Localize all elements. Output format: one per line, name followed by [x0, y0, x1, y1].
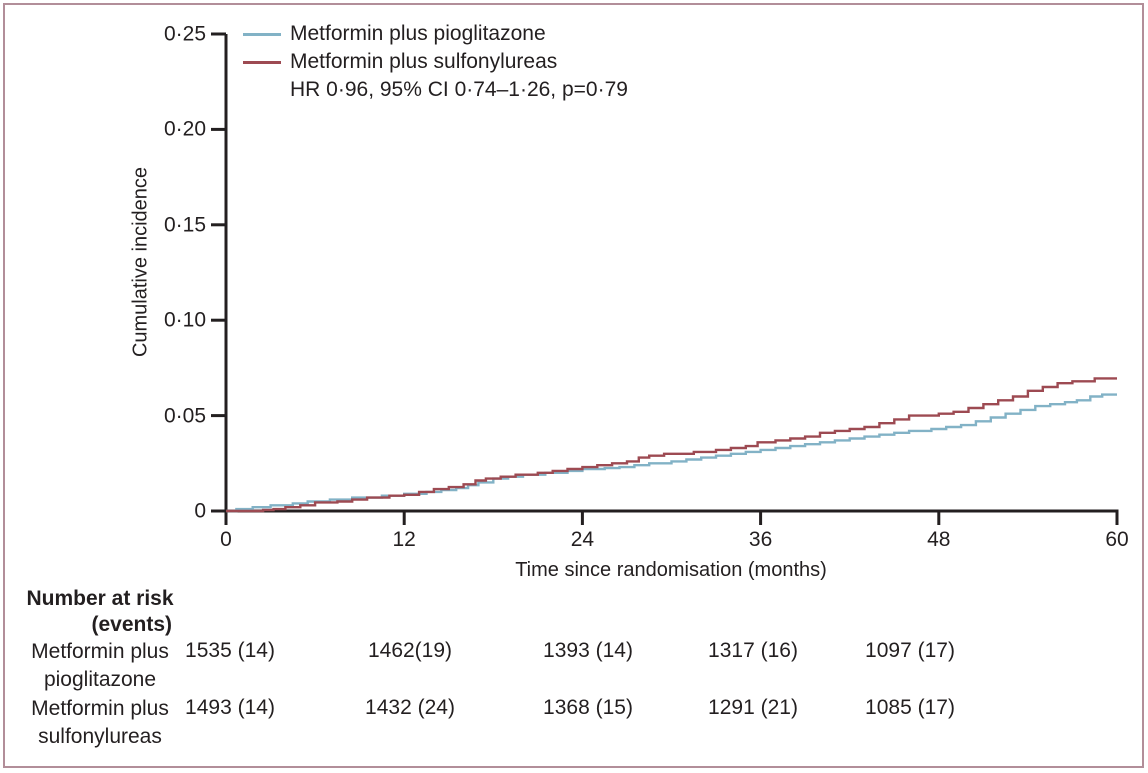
y-tick-label-0·05: 0·05 [163, 404, 206, 428]
series-line-sulfonylureas [226, 377, 1117, 513]
legend-label-pioglitazone: Metformin plus pioglitazone [290, 22, 546, 45]
risk-row-label-line2: pioglitazone [43, 668, 157, 691]
x-tick-label-48: 48 [927, 528, 951, 551]
legend-item-pioglitazone: Metformin plus pioglitazone [243, 20, 628, 48]
x-tick-label-24: 24 [570, 528, 595, 551]
risk-value-row1-month48: 1097 (17) [865, 639, 955, 662]
legend-label-sulfonylureas: Metformin plus sulfonylureas [290, 50, 558, 73]
y-tick-label-0·25: 0·25 [163, 22, 206, 46]
risk-row-label-line1: Metformin plus [31, 697, 169, 720]
risk-value-row2-month24: 1368 (15) [543, 696, 633, 719]
y-tick-label-0·20: 0·20 [163, 117, 206, 141]
risk-row-label-line2: sulfonylureas [38, 725, 162, 748]
risk-value-row1-month12: 1462(19) [367, 639, 453, 662]
risk-table-header-events: (events) [91, 613, 172, 636]
y-tick-label-0·15: 0·15 [163, 213, 206, 237]
risk-table-header: Number at risk [26, 587, 174, 610]
pioglitazone-line-swatch [243, 32, 281, 36]
x-tick-label-0: 0 [220, 528, 232, 551]
risk-row-label-line1: Metformin plus [31, 640, 169, 663]
sulfonylureas-line-swatch [243, 60, 281, 64]
x-tick-label-12: 12 [392, 528, 416, 551]
x-axis-title: Time since randomisation (months) [515, 559, 827, 581]
risk-value-row2-month36: 1291 (21) [708, 696, 798, 719]
risk-row-label-sulfonylureas: Metformin plus sulfonylureas [10, 695, 190, 751]
risk-value-row1-month0: 1535 (14) [185, 639, 275, 662]
y-tick-label-0·10: 0·10 [163, 308, 206, 332]
legend-item-sulfonylureas: Metformin plus sulfonylureas [243, 48, 628, 76]
risk-value-row2-month12: 1432 (24) [365, 696, 455, 719]
risk-value-row2-month0: 1493 (14) [185, 696, 275, 719]
risk-row-label-pioglitazone: Metformin plus pioglitazone [10, 638, 190, 694]
x-tick-label-60: 60 [1105, 528, 1129, 551]
legend: Metformin plus pioglitazone Metformin pl… [243, 20, 628, 104]
risk-value-row2-month48: 1085 (17) [865, 696, 955, 719]
risk-value-row1-month24: 1393 (14) [543, 639, 633, 662]
y-tick-label-0: 0 [194, 499, 206, 523]
x-tick-label-36: 36 [748, 528, 773, 551]
risk-value-row1-month36: 1317 (16) [708, 639, 798, 662]
hazard-ratio-annotation: HR 0·96, 95% CI 0·74–1·26, p=0·79 [290, 78, 628, 101]
